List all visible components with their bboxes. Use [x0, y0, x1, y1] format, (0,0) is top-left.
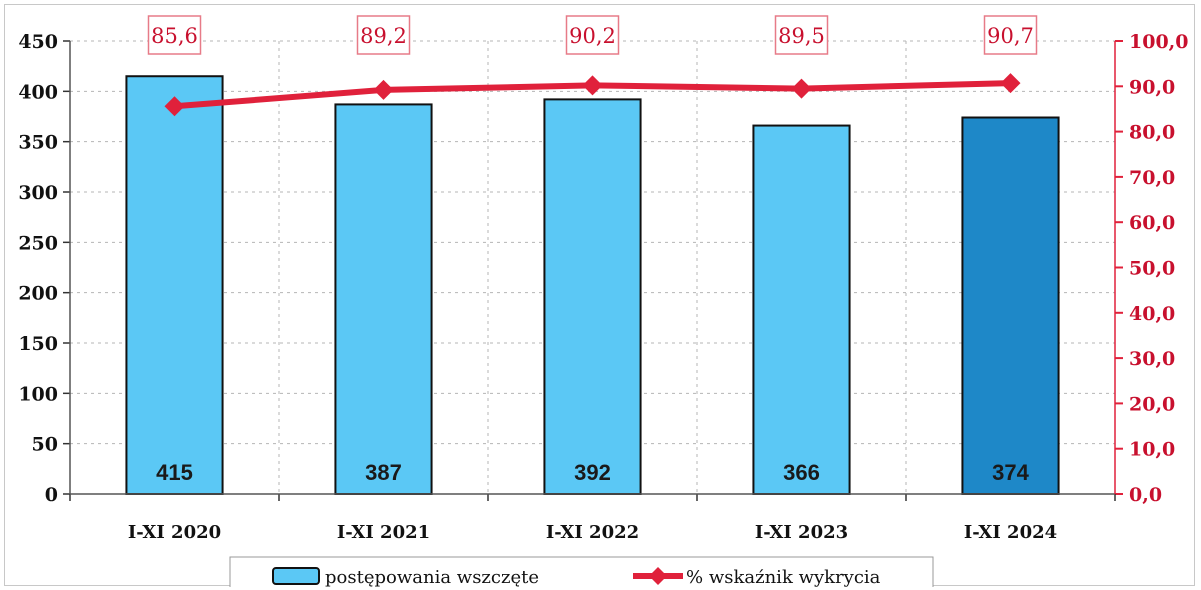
bar: [125, 75, 224, 495]
bar-value-label: 366: [783, 460, 820, 485]
y-tick-label: 0: [45, 484, 58, 506]
bar-value-label: 374: [992, 460, 1029, 485]
gridlines: [70, 40, 1115, 494]
y2-tick-label: 70,0: [1129, 167, 1175, 189]
y2-tick-label: 20,0: [1129, 393, 1175, 415]
y-tick-label: 250: [18, 232, 58, 254]
y-tick-label: 300: [18, 182, 58, 204]
y2-tick-label: 10,0: [1129, 439, 1175, 461]
x-tick-label: I-XI 2022: [546, 522, 639, 543]
chart-container: 0 50 100 150 200 250 300 350 400 450 0,0 10,0 20,0 30…: [4, 4, 1195, 587]
bar: [961, 116, 1060, 496]
bar-value-label: 415: [156, 460, 193, 485]
y2-tick-label: 50,0: [1129, 258, 1175, 280]
line-point-marker: [373, 79, 394, 100]
bar-value-label: 387: [365, 460, 402, 485]
line-value-box: [565, 15, 620, 55]
y2-tick-label: 0,0: [1129, 484, 1162, 506]
y-tick-label: 200: [18, 283, 58, 305]
bar-series: [125, 75, 1060, 496]
legend-label-bars: postępowania wszczęte: [325, 567, 539, 587]
x-tick-label: I-XI 2024: [964, 522, 1057, 543]
y2-tick-label: 60,0: [1129, 212, 1175, 234]
line-value-box: [356, 15, 411, 55]
line-value-box: [983, 15, 1038, 55]
y-tick-label: 50: [32, 434, 58, 456]
y-tick-label: 100: [18, 383, 58, 405]
y2-tick-label: 40,0: [1129, 303, 1175, 325]
line-point-marker: [1000, 73, 1021, 94]
line-value-box: [774, 15, 829, 55]
legend-swatch-bars: [272, 567, 320, 585]
bar: [334, 103, 433, 495]
line-value-label: 89,2: [360, 24, 407, 48]
data-labels: 415 387 392 366 374 85,6 89,2 90,2 89,5 90,7: [147, 15, 1038, 485]
y-tick-label: 450: [18, 31, 58, 53]
legend-label-line: % wskaźnik wykrycia: [686, 567, 881, 587]
y-tick-label: 400: [18, 81, 58, 103]
bar: [752, 124, 851, 495]
x-tick-label: I-XI 2023: [755, 522, 848, 543]
line-value-label: 89,5: [778, 24, 825, 48]
combo-chart: 0 50 100 150 200 250 300 350 400 450 0,0 10,0 20,0 30…: [18, 15, 1189, 587]
x-tick-label: I-XI 2020: [128, 522, 221, 543]
line-value-label: 90,2: [569, 24, 616, 48]
y2-tick-label: 30,0: [1129, 348, 1175, 370]
line-value-label: 90,7: [987, 24, 1034, 48]
x-tick-label: I-XI 2021: [337, 522, 430, 543]
y-tick-label: 150: [18, 333, 58, 355]
line-value-box: [147, 15, 202, 55]
legend-swatch-marker: [649, 567, 667, 585]
line-series: [164, 73, 1021, 117]
line-value-label: 85,6: [151, 24, 198, 48]
line-point-marker: [791, 78, 812, 99]
y2-tick-label: 90,0: [1129, 76, 1175, 98]
line-point-marker: [164, 96, 185, 117]
bar: [543, 98, 642, 496]
y2-tick-label: 80,0: [1129, 122, 1175, 144]
y2-tick-label: 100,0: [1129, 31, 1189, 53]
axes: 0 50 100 150 200 250 300 350 400 450 0,0 10,0 20,0 30…: [18, 31, 1188, 543]
line-point-marker: [582, 75, 603, 96]
legend: postępowania wszczęte % wskaźnik wykryci…: [229, 556, 934, 587]
bar-value-label: 392: [574, 460, 611, 485]
legend-box: [229, 556, 934, 587]
y-tick-label: 350: [18, 132, 58, 154]
